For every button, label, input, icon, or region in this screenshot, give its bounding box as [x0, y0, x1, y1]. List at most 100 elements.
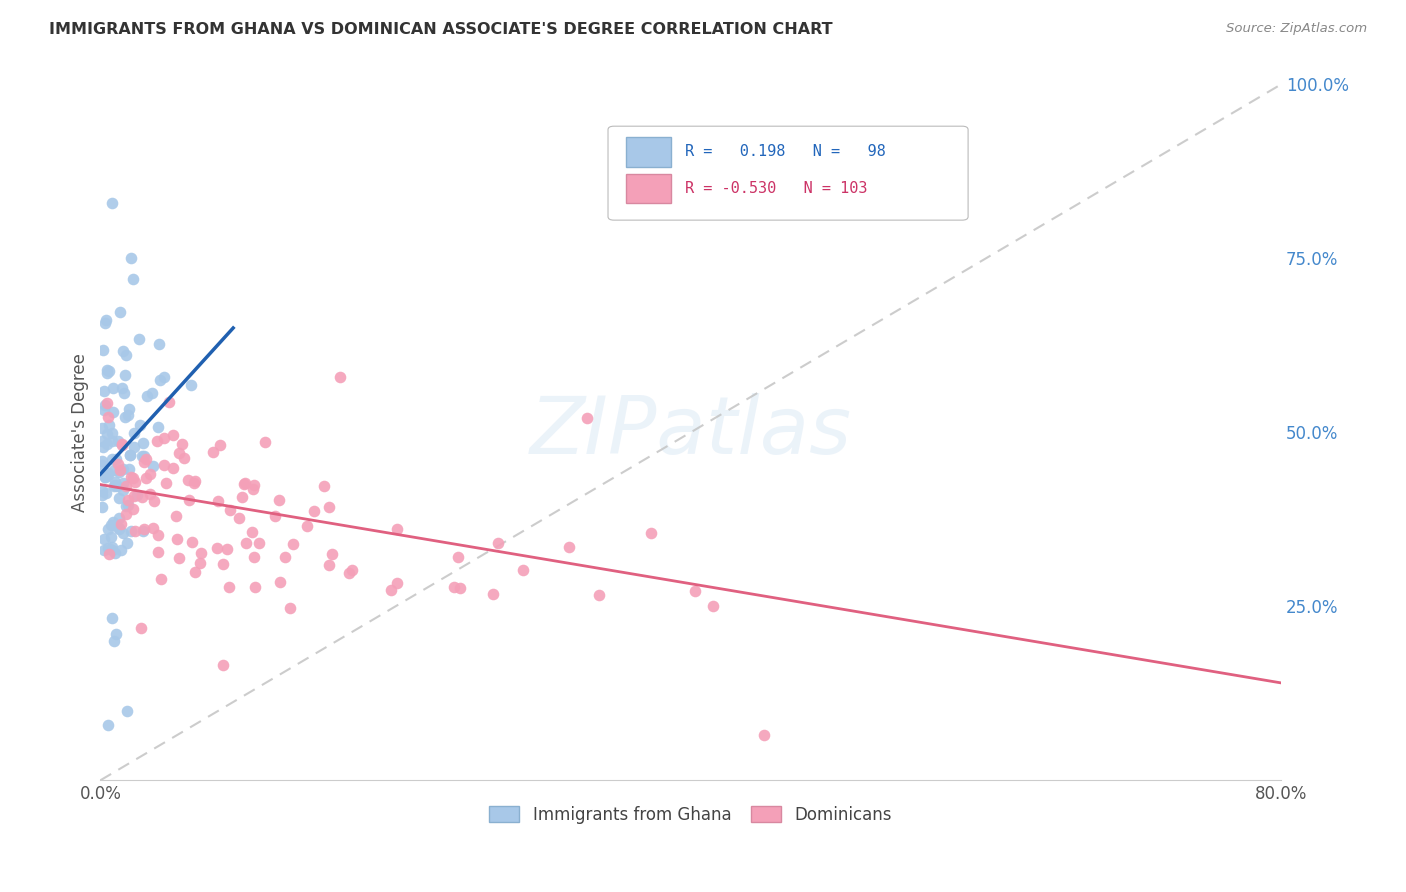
Point — [247, 536, 270, 550]
Point — [142, 458, 165, 473]
Point — [136, 389, 159, 403]
Point — [91, 343, 114, 357]
Point — [207, 541, 229, 556]
Point — [93, 532, 115, 546]
Point — [170, 437, 193, 451]
Point — [96, 363, 118, 377]
Point — [228, 511, 250, 525]
Point — [110, 305, 132, 319]
Point — [131, 450, 153, 464]
Point — [91, 488, 114, 502]
Point — [108, 463, 131, 477]
Point — [702, 599, 724, 613]
Point — [111, 483, 134, 497]
Point — [101, 434, 124, 448]
Point — [93, 543, 115, 558]
Point — [97, 468, 120, 483]
Point — [132, 524, 155, 538]
Point — [128, 332, 150, 346]
Point — [173, 450, 195, 465]
Point — [233, 475, 256, 490]
Point — [166, 532, 188, 546]
Point — [97, 466, 120, 480]
Point — [141, 385, 163, 400]
Point — [588, 589, 610, 603]
Point — [105, 451, 128, 466]
Point — [134, 455, 156, 469]
Point — [101, 611, 124, 625]
Point — [312, 479, 335, 493]
Point — [218, 580, 240, 594]
Point — [318, 558, 340, 573]
Point — [212, 657, 235, 672]
Point — [482, 587, 505, 601]
Point — [96, 437, 118, 451]
FancyBboxPatch shape — [626, 174, 671, 203]
Point — [278, 600, 301, 615]
Point — [243, 580, 266, 594]
Point — [118, 462, 141, 476]
Point — [134, 523, 156, 537]
Point — [90, 421, 112, 435]
Point — [135, 471, 157, 485]
Point — [114, 410, 136, 425]
Point — [120, 470, 142, 484]
Point — [162, 461, 184, 475]
Point — [267, 493, 290, 508]
Point — [242, 549, 264, 564]
Point — [162, 427, 184, 442]
Point — [146, 434, 169, 448]
Point — [380, 582, 402, 597]
Point — [103, 463, 125, 477]
Point — [337, 566, 360, 580]
Point — [105, 627, 128, 641]
Point — [91, 458, 114, 472]
Point — [96, 427, 118, 442]
Point — [100, 451, 122, 466]
Point — [135, 451, 157, 466]
Point — [184, 474, 207, 488]
Point — [97, 364, 120, 378]
Point — [138, 487, 160, 501]
Point — [231, 490, 253, 504]
Point — [184, 565, 207, 579]
Point — [96, 396, 118, 410]
Text: Source: ZipAtlas.com: Source: ZipAtlas.com — [1226, 22, 1367, 36]
Point — [111, 344, 134, 359]
Point — [212, 557, 235, 571]
Point — [94, 317, 117, 331]
Point — [117, 408, 139, 422]
Point — [243, 478, 266, 492]
Point — [111, 437, 134, 451]
Y-axis label: Associate's Degree: Associate's Degree — [72, 353, 89, 512]
Point — [121, 272, 143, 286]
Point — [108, 521, 131, 535]
Point — [101, 515, 124, 529]
Point — [97, 547, 120, 561]
Point — [557, 540, 579, 554]
Point — [101, 540, 124, 554]
Point — [449, 581, 471, 595]
Point — [274, 550, 297, 565]
Point — [304, 504, 326, 518]
Point — [153, 431, 176, 445]
Point — [443, 580, 465, 594]
Point — [385, 575, 408, 590]
Point — [138, 467, 160, 482]
Point — [155, 475, 177, 490]
Point — [131, 622, 153, 636]
Point — [640, 526, 662, 541]
Point — [97, 522, 120, 536]
Point — [177, 492, 200, 507]
Point — [94, 485, 117, 500]
Point — [103, 479, 125, 493]
Point — [142, 494, 165, 508]
Point — [132, 450, 155, 464]
Point — [108, 522, 131, 536]
Point — [190, 546, 212, 560]
Point — [97, 717, 120, 731]
Point — [118, 448, 141, 462]
Point — [117, 493, 139, 508]
Point — [219, 502, 242, 516]
Point — [124, 489, 146, 503]
